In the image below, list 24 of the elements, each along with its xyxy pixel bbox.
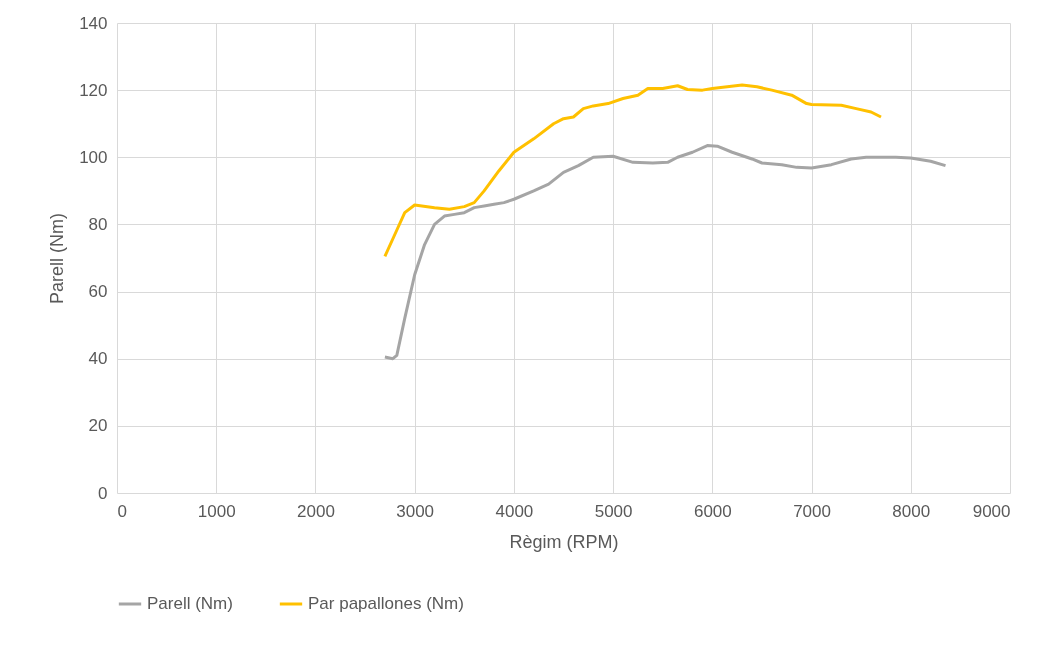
y-tick-label: 120 xyxy=(79,80,108,100)
x-tick-label: 4000 xyxy=(495,501,534,521)
x-tick-label: 5000 xyxy=(594,501,633,521)
x-tick-label: 7000 xyxy=(793,501,831,521)
y-tick-label: 60 xyxy=(88,282,108,302)
legend-label: Parell (Nm) xyxy=(147,594,233,613)
line-series xyxy=(383,144,948,361)
line-series xyxy=(383,83,883,258)
x-tick-label: 3000 xyxy=(396,501,435,521)
y-tick-label: 80 xyxy=(88,214,108,234)
y-tick-label: 140 xyxy=(79,13,108,33)
x-axis-title: Règim (RPM) xyxy=(509,531,619,552)
x-tick-label: 0 xyxy=(117,501,127,521)
y-axis-title: Parell (Nm) xyxy=(47,212,68,305)
x-tick-label: 9000 xyxy=(972,501,1011,521)
y-tick-label: 20 xyxy=(88,416,108,436)
x-tick-label: 1000 xyxy=(197,501,236,521)
x-tick-label: 6000 xyxy=(693,501,732,521)
y-tick-label: 100 xyxy=(79,147,108,167)
y-tick-label: 0 xyxy=(98,483,108,503)
y-tick-label: 40 xyxy=(88,349,108,369)
x-tick-label: 2000 xyxy=(297,501,335,521)
x-tick-label: 8000 xyxy=(892,501,931,521)
legend-label: Par papallones (Nm) xyxy=(308,594,464,613)
